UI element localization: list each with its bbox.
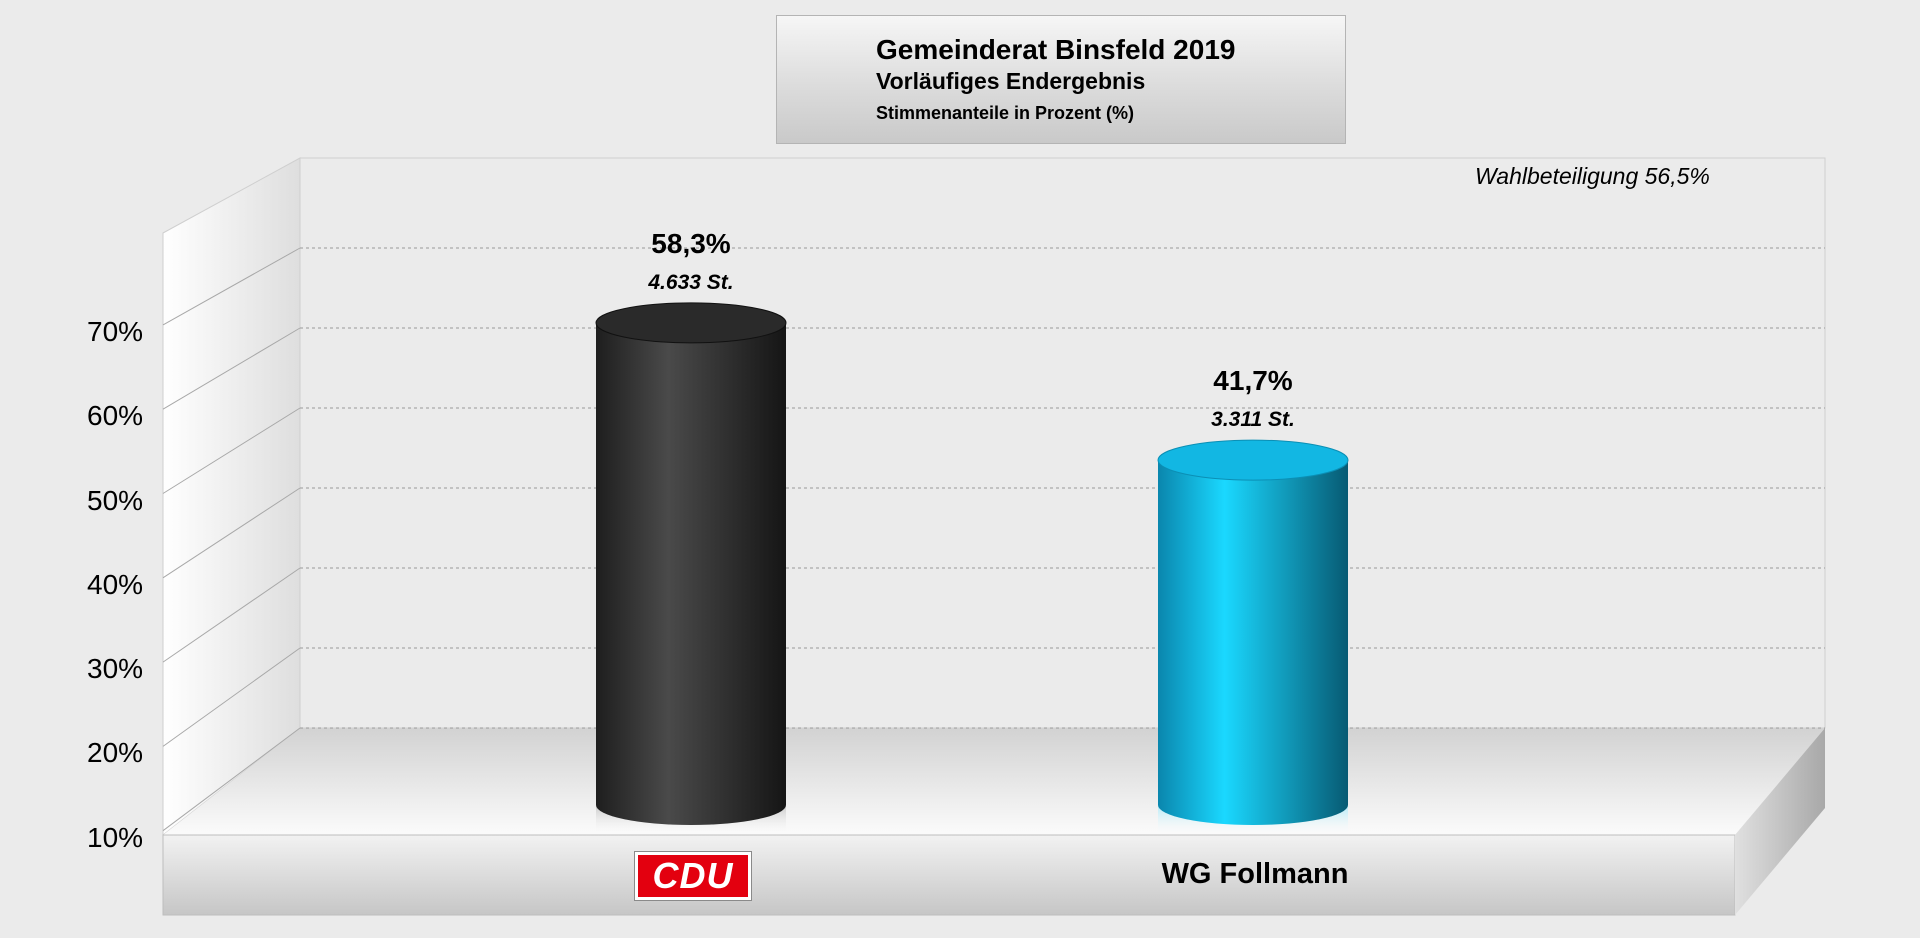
data-labels: 58,3% 4.633 St. 41,7% 3.311 St.: [647, 228, 1294, 431]
bar-wg-follmann: [1158, 460, 1348, 825]
bar-cdu: [596, 322, 786, 825]
vote-label: 4.633 St.: [647, 271, 733, 294]
title-box: Gemeinderat Binsfeld 2019 Vorläufiges En…: [776, 15, 1346, 144]
value-label: 58,3%: [651, 228, 730, 259]
y-tick-label: 60%: [87, 400, 144, 432]
category-label-wg-follmann: WG Follmann: [1161, 858, 1349, 890]
gridline-side: [162, 487, 301, 579]
chart-subtitle: Vorläufiges Endergebnis: [876, 68, 1146, 94]
back-wall: [299, 157, 1826, 729]
y-tick-label: 50%: [87, 484, 144, 516]
y-tick-label: 30%: [87, 653, 144, 685]
floor: [163, 728, 1825, 835]
bars: [595, 302, 1349, 835]
vote-label: 3.311 St.: [1211, 408, 1295, 431]
gridline-side: [162, 727, 301, 832]
chart-title: Gemeinderat Binsfeld 2019: [876, 34, 1236, 65]
gridline-side: [162, 327, 301, 410]
cdu-logo: CDU: [634, 851, 752, 901]
y-tick-label: 70%: [87, 315, 144, 347]
cdu-logo-text: CDU: [638, 855, 748, 897]
gridlines: [162, 247, 1825, 832]
y-tick-label: 10%: [87, 821, 144, 853]
value-label: 41,7%: [1213, 365, 1292, 396]
y-tick-label: 20%: [87, 737, 144, 769]
base-side: [1735, 728, 1825, 915]
turnout-annotation: Wahlbeteiligung 56,5%: [1475, 163, 1710, 189]
base-front: [162, 834, 1736, 916]
gridline-side: [162, 407, 301, 494]
gridline-side: [162, 647, 301, 747]
gridline-side: [162, 247, 301, 326]
chart-units: Stimmenanteile in Prozent (%): [876, 103, 1135, 123]
bar-top: [595, 302, 787, 344]
gridline-side: [162, 567, 301, 663]
bar-top: [1157, 439, 1349, 481]
y-tick-label: 40%: [87, 568, 144, 600]
